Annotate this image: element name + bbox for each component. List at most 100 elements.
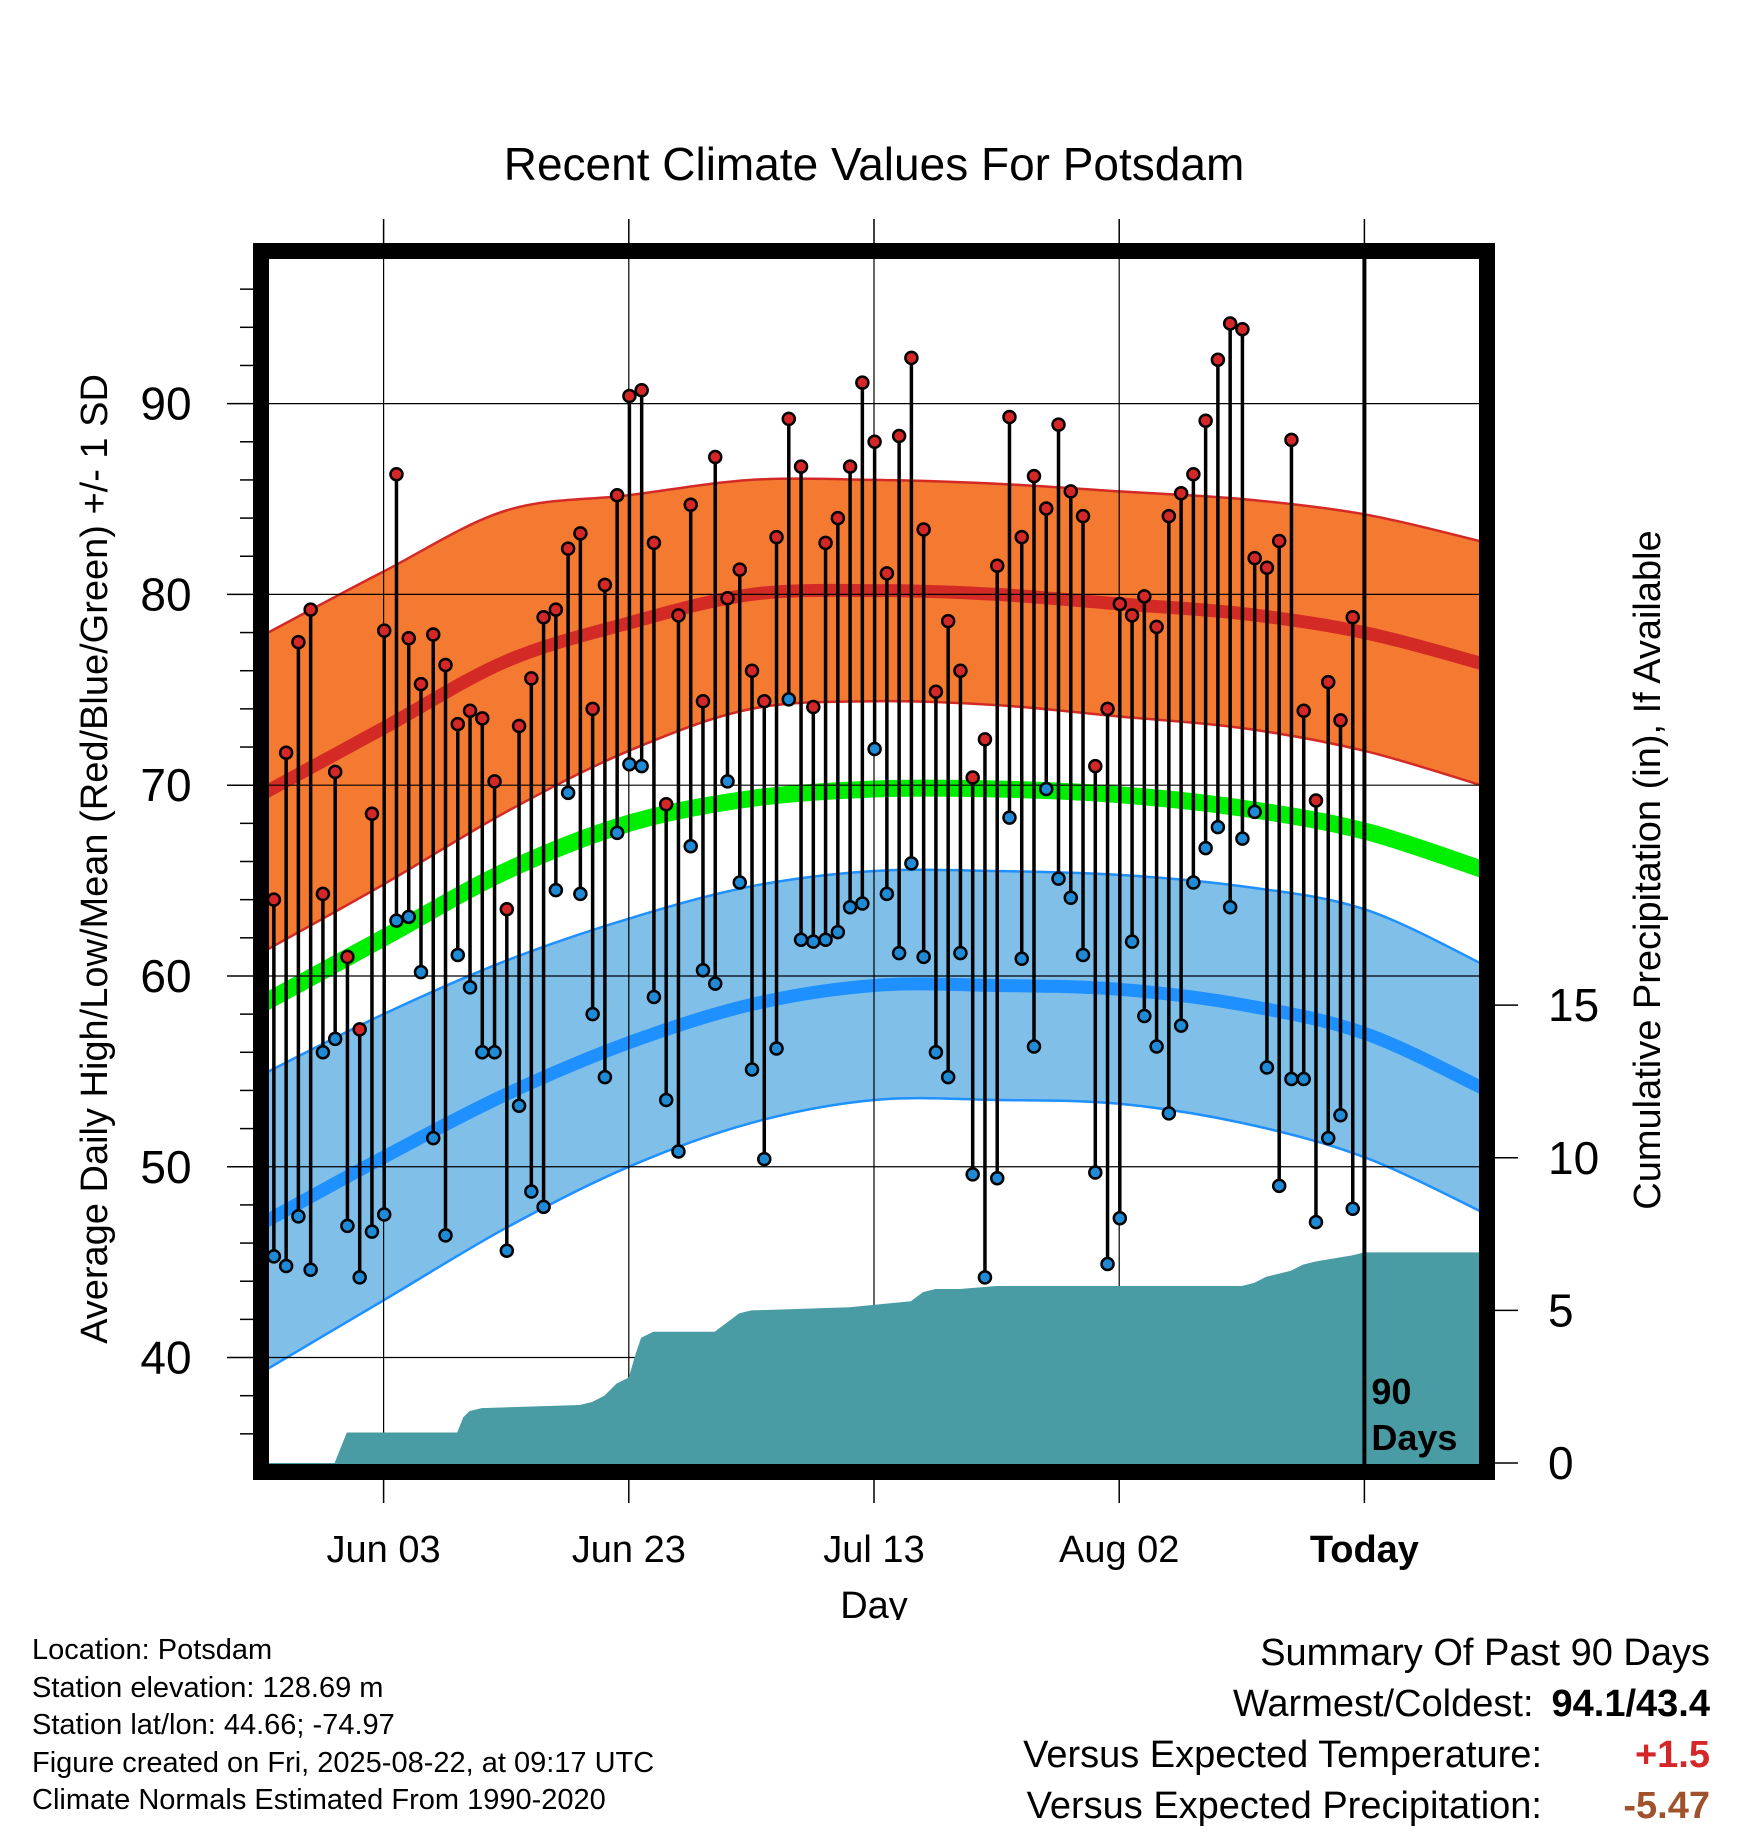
low-point: [1259, 1060, 1275, 1075]
created-text: Figure created on Fri, 2025-08-22, at 09…: [32, 1746, 655, 1779]
high-point: [340, 949, 355, 965]
high-point: [413, 676, 429, 692]
climate-chart: Recent Climate Values For Potsdam 90 Days…: [74, 138, 1669, 1620]
high-point: [315, 886, 331, 902]
high-point: [720, 590, 735, 606]
high-point: [278, 745, 294, 761]
high-point: [646, 535, 662, 551]
high-point: [1296, 703, 1311, 719]
temp-anomaly-label: Versus Expected Temperature:: [1023, 1734, 1542, 1776]
high-point: [1002, 409, 1017, 425]
low-point: [560, 785, 576, 801]
low-point: [536, 1199, 551, 1215]
low-point: [769, 1041, 784, 1056]
low-point: [634, 758, 649, 774]
low-point: [597, 1069, 613, 1085]
x-tick-label: Jun 23: [572, 1529, 686, 1571]
high-point: [364, 806, 380, 822]
y-tick-label: 80: [140, 568, 191, 620]
low-point: [462, 980, 478, 995]
high-point: [1075, 508, 1091, 524]
warmest-value: 94.1/43.4: [1551, 1683, 1710, 1725]
low-point: [1198, 840, 1213, 856]
low-point: [1112, 1211, 1128, 1226]
high-point: [524, 671, 539, 686]
y-tick-label: 40: [140, 1332, 191, 1384]
low-point: [842, 900, 858, 915]
high-point: [389, 466, 404, 482]
low-point: [1235, 831, 1250, 846]
high-point: [1186, 466, 1201, 482]
high-point: [989, 558, 1005, 574]
low-point: [928, 1045, 944, 1060]
high-point: [1247, 550, 1262, 566]
low-point: [1333, 1107, 1348, 1123]
high-point: [475, 711, 490, 726]
low-point: [1308, 1214, 1324, 1230]
high-point: [781, 411, 797, 427]
latlon-text: Station lat/lon: 44.66; -74.97: [32, 1709, 395, 1742]
high-point: [965, 770, 980, 785]
low-point: [658, 1092, 674, 1108]
high-point: [462, 703, 478, 719]
low-point: [965, 1167, 980, 1182]
low-point: [585, 1006, 600, 1022]
low-point: [266, 1249, 282, 1264]
high-point: [426, 627, 441, 642]
high-point: [1173, 486, 1189, 501]
high-point: [953, 663, 968, 678]
summary-precip-row: Versus Expected Precipitation: -5.47: [1023, 1781, 1710, 1832]
high-point: [1026, 468, 1042, 484]
high-point: [1198, 413, 1213, 429]
low-point: [450, 947, 466, 963]
y2-tick-label: 5: [1548, 1284, 1574, 1336]
cumulative-precip-area: [261, 1252, 1487, 1472]
low-point: [413, 964, 429, 980]
high-point: [1235, 321, 1250, 337]
high-point: [707, 449, 723, 465]
low-point: [1284, 1071, 1299, 1087]
high-point: [1063, 484, 1079, 499]
high-point: [291, 634, 306, 650]
low-point: [1320, 1130, 1336, 1146]
summary-temp-row: Versus Expected Temperature: +1.5: [1023, 1730, 1710, 1781]
low-point: [916, 949, 931, 965]
high-point: [487, 774, 502, 789]
low-point: [426, 1130, 441, 1146]
x-axis-label: Day: [840, 1585, 908, 1620]
low-point: [1271, 1178, 1287, 1194]
high-point: [511, 718, 527, 734]
low-point: [989, 1170, 1005, 1186]
high-point: [609, 487, 625, 503]
low-point: [904, 856, 919, 871]
low-point: [487, 1045, 502, 1060]
low-point: [622, 756, 637, 772]
high-point: [891, 428, 907, 444]
high-point: [1051, 417, 1066, 432]
high-point: [1259, 560, 1275, 575]
high-point: [855, 375, 870, 390]
low-point: [1124, 934, 1140, 949]
high-point: [1039, 501, 1054, 516]
low-point: [1002, 810, 1017, 825]
low-point: [364, 1224, 380, 1239]
low-point: [1014, 951, 1029, 967]
high-point: [683, 497, 698, 512]
daily-temperatures: [261, 316, 1361, 1297]
low-point: [1161, 1106, 1177, 1121]
low-point: [781, 692, 797, 707]
low-point: [1075, 947, 1091, 963]
low-point: [315, 1045, 331, 1060]
y-tick-label: 70: [140, 759, 191, 811]
low-point: [1063, 890, 1079, 905]
y-tick-label: 50: [140, 1141, 191, 1193]
low-point: [1296, 1071, 1311, 1087]
y2-tick-label: 10: [1548, 1132, 1599, 1184]
high-point: [1271, 533, 1287, 549]
y2-axis-label: Cumulative Precipitation (in), If Availa…: [1627, 530, 1669, 1209]
location-text: Location: Potsdam: [32, 1634, 273, 1666]
low-point: [720, 774, 735, 789]
low-point: [327, 1031, 343, 1047]
low-point: [1051, 871, 1066, 886]
high-point: [573, 526, 588, 541]
